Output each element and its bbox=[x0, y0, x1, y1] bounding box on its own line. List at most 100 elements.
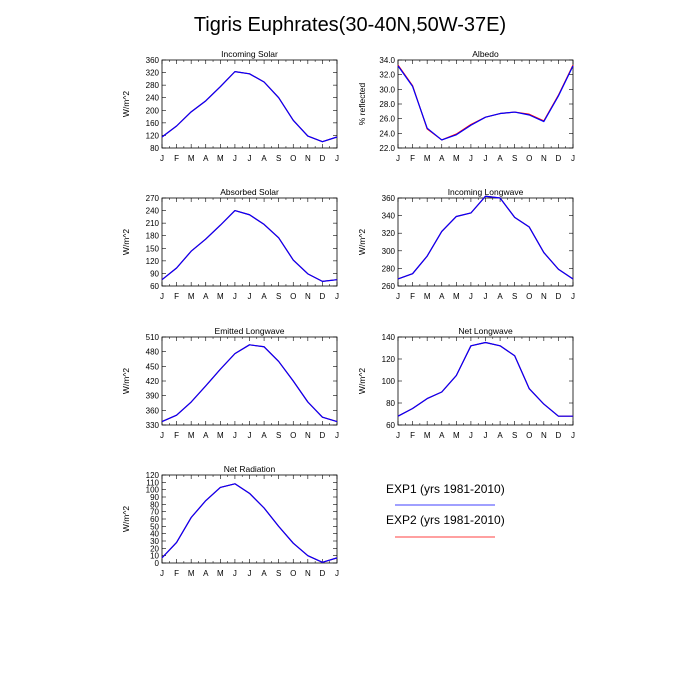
x-tick-label: J bbox=[469, 154, 473, 163]
y-tick-label: 50 bbox=[150, 522, 159, 531]
y-axis-label: W/m^2 bbox=[121, 506, 131, 532]
x-tick-label: A bbox=[261, 431, 267, 440]
x-tick-label: J bbox=[160, 292, 164, 301]
x-tick-label: D bbox=[320, 569, 326, 578]
y-tick-label: 30.0 bbox=[379, 85, 395, 94]
y-tick-label: 80 bbox=[386, 399, 395, 408]
x-tick-label: M bbox=[424, 292, 431, 301]
y-tick-label: 260 bbox=[382, 282, 396, 291]
x-tick-label: D bbox=[320, 431, 326, 440]
panel-title: Emitted Longwave bbox=[215, 326, 285, 336]
x-tick-label: A bbox=[497, 154, 503, 163]
x-tick-label: M bbox=[217, 292, 224, 301]
x-tick-label: A bbox=[439, 292, 445, 301]
series-line-exp2-yrs-1981-2010- bbox=[161, 71, 338, 143]
x-tick-label: D bbox=[556, 431, 562, 440]
series-line-exp1-yrs-1981-2010- bbox=[161, 209, 338, 282]
y-tick-label: 24.0 bbox=[379, 129, 395, 138]
x-tick-label: O bbox=[526, 154, 532, 163]
y-tick-label: 270 bbox=[146, 194, 160, 203]
figure-title: Tigris Euphrates(30-40N,50W-37E) bbox=[194, 14, 506, 36]
series-line-exp1-yrs-1981-2010- bbox=[397, 65, 574, 141]
y-tick-label: 480 bbox=[146, 348, 160, 357]
x-tick-label: F bbox=[174, 569, 179, 578]
x-tick-label: J bbox=[571, 154, 575, 163]
y-tick-label: 80 bbox=[150, 144, 159, 153]
y-tick-label: 320 bbox=[146, 69, 160, 78]
series-line-exp2-yrs-1981-2010- bbox=[397, 341, 573, 417]
x-tick-label: D bbox=[320, 154, 326, 163]
y-tick-label: 60 bbox=[150, 515, 159, 524]
x-tick-label: J bbox=[233, 569, 237, 578]
y-tick-label: 140 bbox=[382, 333, 396, 342]
series-line-exp1-yrs-1981-2010- bbox=[161, 344, 338, 423]
x-tick-label: N bbox=[541, 292, 547, 301]
y-tick-label: 34.0 bbox=[379, 56, 395, 65]
x-tick-label: S bbox=[276, 431, 281, 440]
plot-frame bbox=[161, 336, 338, 426]
x-tick-label: O bbox=[526, 431, 532, 440]
x-tick-label: M bbox=[217, 569, 224, 578]
x-tick-label: J bbox=[396, 154, 400, 163]
x-tick-label: N bbox=[305, 154, 311, 163]
y-tick-label: 90 bbox=[150, 493, 159, 502]
y-tick-label: 420 bbox=[146, 377, 160, 386]
x-tick-label: A bbox=[439, 154, 445, 163]
x-tick-label: M bbox=[453, 431, 460, 440]
x-tick-label: J bbox=[396, 431, 400, 440]
x-tick-label: J bbox=[160, 569, 164, 578]
x-tick-label: O bbox=[526, 292, 532, 301]
x-tick-label: F bbox=[410, 292, 415, 301]
y-tick-label: 120 bbox=[146, 131, 160, 140]
y-tick-label: 340 bbox=[382, 212, 396, 221]
plot-frame bbox=[161, 59, 338, 149]
plot-frame bbox=[397, 197, 574, 287]
x-tick-label: M bbox=[453, 292, 460, 301]
y-tick-label: 200 bbox=[146, 106, 160, 115]
y-tick-label: 10 bbox=[150, 552, 159, 561]
panel-title: Net Radiation bbox=[224, 464, 276, 474]
y-axis-label: % reflected bbox=[357, 82, 367, 125]
plot-frame bbox=[397, 336, 574, 426]
y-axis-label: W/m^2 bbox=[121, 91, 131, 117]
x-tick-label: D bbox=[320, 292, 326, 301]
y-tick-label: 210 bbox=[146, 219, 160, 228]
x-tick-label: J bbox=[335, 569, 339, 578]
x-tick-label: M bbox=[188, 292, 195, 301]
y-tick-label: 100 bbox=[146, 486, 160, 495]
y-tick-label: 450 bbox=[146, 362, 160, 371]
x-tick-label: J bbox=[233, 292, 237, 301]
x-tick-label: J bbox=[469, 292, 473, 301]
series-line-exp2-yrs-1981-2010- bbox=[161, 209, 338, 282]
plot-frame bbox=[397, 59, 574, 149]
x-tick-label: N bbox=[541, 154, 547, 163]
x-tick-label: J bbox=[469, 431, 473, 440]
y-tick-label: 110 bbox=[146, 478, 159, 487]
x-tick-label: O bbox=[290, 569, 296, 578]
x-tick-label: F bbox=[410, 154, 415, 163]
x-tick-label: A bbox=[261, 569, 267, 578]
plot-frame bbox=[161, 474, 338, 564]
y-axis-label: W/m^2 bbox=[357, 229, 367, 255]
x-tick-label: S bbox=[276, 154, 281, 163]
y-tick-label: 240 bbox=[146, 94, 160, 103]
y-tick-label: 280 bbox=[146, 81, 160, 90]
y-tick-label: 280 bbox=[382, 264, 396, 273]
x-tick-label: S bbox=[512, 154, 517, 163]
series-line-exp1-yrs-1981-2010- bbox=[161, 71, 338, 143]
y-axis-label: W/m^2 bbox=[121, 368, 131, 394]
x-tick-label: J bbox=[484, 292, 488, 301]
x-tick-label: J bbox=[248, 431, 252, 440]
x-tick-label: S bbox=[276, 569, 281, 578]
y-tick-label: 28.0 bbox=[379, 100, 395, 109]
x-tick-label: J bbox=[335, 292, 339, 301]
y-tick-label: 60 bbox=[150, 282, 159, 291]
series-line-exp2-yrs-1981-2010- bbox=[397, 64, 574, 141]
